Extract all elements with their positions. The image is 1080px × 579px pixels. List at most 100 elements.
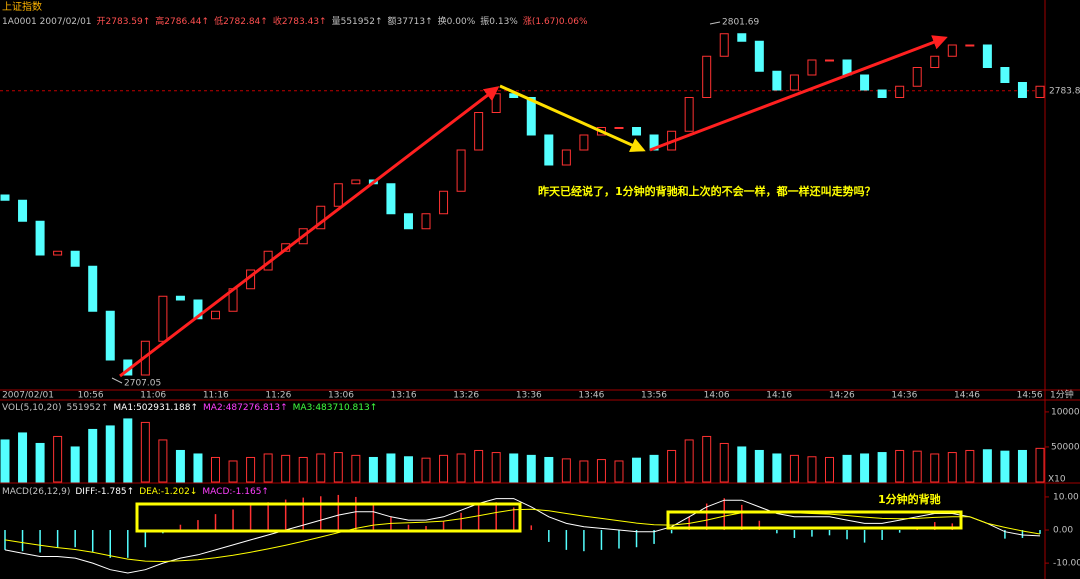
volume-bar: [824, 456, 834, 483]
candle-body: [1017, 82, 1027, 98]
volume-bar: [877, 452, 887, 483]
x-tick-label: 14:26: [829, 391, 855, 401]
volume-bar: [298, 456, 308, 483]
legend-item: DIFF:-1.785↑: [75, 487, 134, 497]
highlight-box: [666, 510, 963, 530]
volume-bar: [246, 456, 256, 483]
volume-bar: [403, 456, 413, 483]
candle-body: [632, 127, 642, 136]
candle-body: [105, 310, 115, 361]
volume-bar: [895, 449, 905, 483]
candle-body: [754, 40, 764, 72]
volume-bar: [684, 439, 694, 483]
candle-body: [53, 250, 63, 256]
x-tick-label: 2007/02/01: [2, 391, 54, 401]
candle-body: [982, 44, 992, 68]
volume-bar: [509, 453, 519, 483]
volume-bar: [737, 446, 747, 483]
volume-bar: [719, 442, 729, 483]
y-tick-label: 100000: [1051, 407, 1080, 417]
legend-item: VOL(5,10,20): [2, 403, 61, 413]
candle-body: [912, 67, 922, 87]
y-tick-label: 10.00: [1053, 492, 1079, 502]
volume-bar: [105, 425, 115, 483]
macd-line: [4, 508, 1041, 563]
highlight-box: [135, 502, 522, 533]
candle-body: [474, 112, 484, 151]
candle-body: [930, 55, 940, 68]
x-tick-label: 11:16: [203, 391, 229, 401]
x-tick-label: 14:06: [704, 391, 730, 401]
leader: [709, 21, 721, 25]
trend-arrow: [119, 86, 500, 378]
legend-item: 额37713↑: [388, 15, 433, 27]
volume-bar: [754, 449, 764, 483]
volume-bar: [1000, 450, 1010, 483]
volume-legend: VOL(5,10,20) 551952↑ MA1:502931.188↑ MA2:48…: [2, 403, 377, 413]
volume-bar: [368, 456, 378, 483]
legend-item: 换0.00%: [438, 15, 476, 27]
volume-bar: [526, 454, 536, 483]
y-tick-label: -10.00: [1053, 559, 1080, 569]
x-tick-label: 11:06: [140, 391, 166, 401]
x-tick-label: 13:16: [391, 391, 417, 401]
volume-bar: [333, 452, 343, 483]
candle-body: [88, 265, 98, 312]
candle-body: [544, 134, 554, 166]
period-label: 1分钟: [1050, 389, 1074, 401]
volume-bar: [930, 453, 940, 483]
legend-item: MA1:502931.188↑: [113, 403, 198, 413]
legend-item: 量551952↑: [332, 16, 383, 27]
x-tick-label: 13:26: [453, 391, 479, 401]
candle-body: [719, 33, 729, 57]
candle-body: [772, 70, 782, 91]
volume-bar: [439, 454, 449, 483]
volume-bar: [421, 457, 431, 483]
low-label: 2707.05: [124, 379, 161, 389]
candle-body: [158, 295, 168, 342]
candle-body: [386, 183, 396, 215]
volume-bar: [70, 446, 80, 483]
volume-bar: [772, 453, 782, 483]
legend-item: MA3:483710.813↑: [293, 403, 378, 413]
x-tick-label: 13:06: [328, 391, 354, 401]
legend-item: MA2:487276.813↑: [203, 403, 288, 413]
volume-bar: [18, 432, 28, 483]
volume-bar: [88, 428, 98, 483]
volume-bar: [860, 453, 870, 483]
x-tick-label: 13:56: [641, 391, 667, 401]
legend-item: 低2782.84↑: [214, 15, 268, 27]
candle-body: [579, 134, 589, 151]
candle-body: [895, 85, 905, 98]
comment: 昨天已经说了，1分钟的背驰和上次的不会一样，都一样还叫走势吗？: [538, 184, 876, 198]
candle-body: [789, 74, 799, 91]
candle-body: [1000, 67, 1010, 83]
candle-body: [421, 213, 431, 230]
candle-body: [175, 295, 185, 301]
candle-body: [965, 44, 975, 47]
volume-bar: [491, 452, 501, 483]
candle-body: [193, 299, 203, 320]
high-label: 2801.69: [722, 18, 759, 28]
x-tick-label: 14:36: [891, 391, 917, 401]
legend-item: 551952↑: [66, 403, 108, 413]
candle-body: [737, 33, 747, 42]
volume-bar: [544, 456, 554, 483]
title: 上证指数: [2, 0, 42, 13]
volume-bar: [912, 450, 922, 483]
legend-item: 高2786.44↑: [155, 15, 209, 27]
macd-legend: MACD(26,12,9) DIFF:-1.785↑ DEA:-1.202↓ MACD…: [2, 487, 269, 497]
legend-item: 振0.13%: [480, 15, 518, 27]
volume-bar: [982, 449, 992, 483]
volume-bar: [474, 449, 484, 483]
candle-body: [351, 179, 361, 185]
volume-bar: [667, 449, 677, 483]
volume-bar: [1017, 449, 1027, 483]
x-tick-label: 13:46: [578, 391, 604, 401]
candle-body: [614, 127, 624, 129]
volume-bar: [456, 453, 466, 483]
legend-item: 收2783.43↑: [273, 15, 327, 27]
legend-item: 涨(1.67)0.06%: [523, 16, 588, 27]
